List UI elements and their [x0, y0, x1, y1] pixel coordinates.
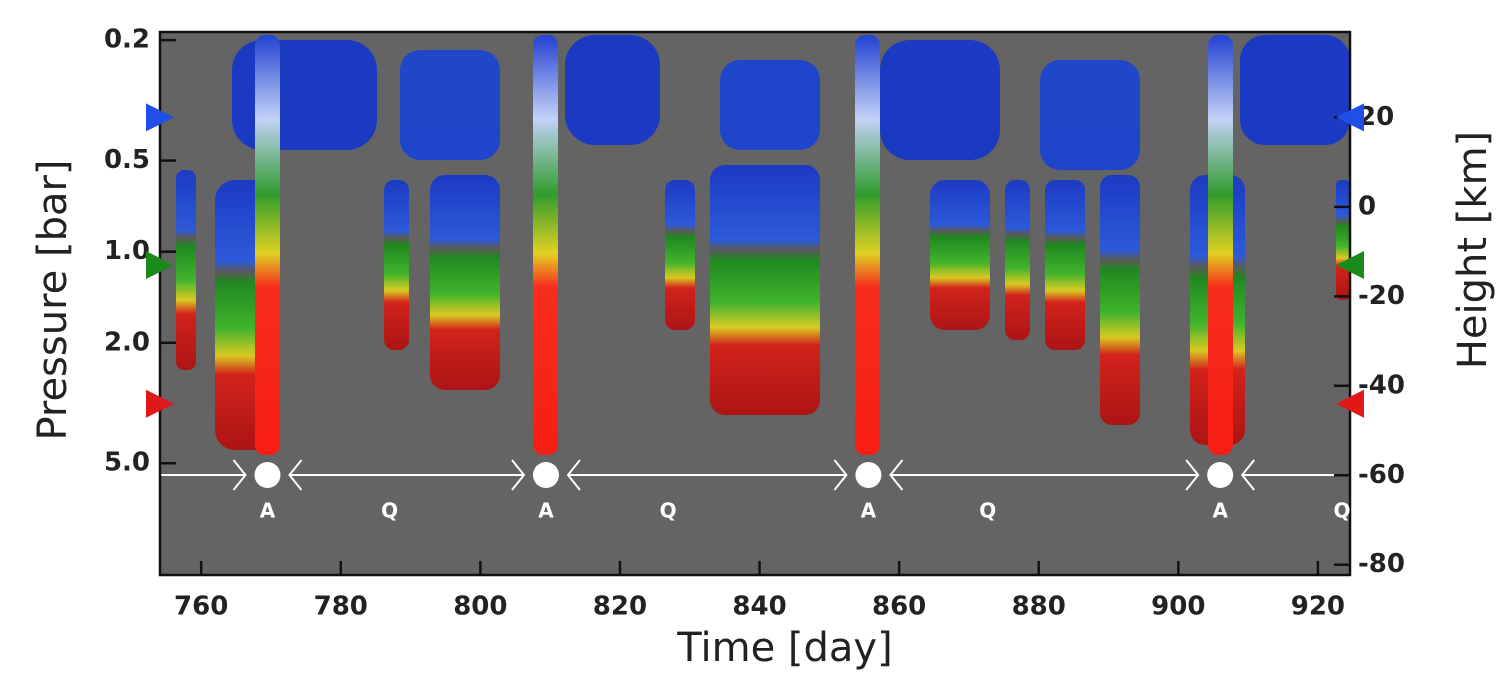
x-tick-label: 860	[872, 592, 926, 622]
x-tick-label: 820	[593, 592, 647, 622]
level-marker	[146, 103, 174, 132]
arrow-head	[232, 459, 247, 491]
cloud-field	[176, 35, 1350, 455]
plot-frame	[158, 30, 1352, 577]
x-tick-label: 800	[453, 592, 507, 622]
arrow-head	[511, 459, 526, 491]
level-marker	[1336, 103, 1364, 132]
arrow-head	[288, 459, 303, 491]
y2-tick-label: -60	[1358, 460, 1405, 490]
arrow-head	[1240, 459, 1255, 491]
y2-tick-label: -80	[1358, 549, 1405, 579]
event-marker	[254, 462, 281, 488]
phase-label: Q	[979, 499, 996, 523]
arrow-head	[566, 459, 581, 491]
y2-axis-label: Height [km]	[1450, 131, 1496, 369]
event-marker	[532, 462, 559, 488]
event-marker	[855, 462, 882, 488]
y2-tick-label: 20	[1358, 102, 1394, 132]
y2-tick-label: -40	[1358, 370, 1405, 400]
arrow-head	[1185, 459, 1200, 491]
x-axis-label: Time [day]	[676, 625, 892, 671]
arrow-head	[889, 459, 904, 491]
level-marker	[146, 389, 174, 418]
x-tick-label: 760	[174, 592, 228, 622]
x-tick-label: 900	[1151, 592, 1205, 622]
event-marker	[1207, 462, 1234, 488]
y-tick-label: 2.0	[104, 327, 150, 357]
phase-label: A	[1212, 499, 1228, 523]
y2-tick-label: 0	[1358, 191, 1376, 221]
y-tick-label: 5.0	[104, 448, 150, 478]
arrow-head	[833, 459, 848, 491]
phase-label: A	[538, 499, 554, 523]
x-tick-label: 780	[314, 592, 368, 622]
y-tick-label: 1.0	[104, 236, 150, 266]
x-tick-label: 840	[732, 592, 786, 622]
x-tick-label: 920	[1291, 592, 1345, 622]
phase-label: Q	[1333, 499, 1350, 523]
y2-tick-label: -20	[1358, 281, 1405, 311]
level-marker	[1336, 389, 1364, 418]
level-marker	[1336, 251, 1364, 280]
y-tick-label: 0.5	[104, 145, 150, 175]
phase-label: Q	[660, 499, 677, 523]
level-marker	[146, 251, 174, 280]
phase-label: A	[861, 499, 877, 523]
y-axis-label: Pressure [bar]	[30, 159, 76, 440]
phase-label: A	[260, 499, 276, 523]
phase-label: Q	[381, 499, 398, 523]
x-tick-label: 880	[1012, 592, 1066, 622]
y-tick-label: 0.2	[104, 25, 150, 55]
